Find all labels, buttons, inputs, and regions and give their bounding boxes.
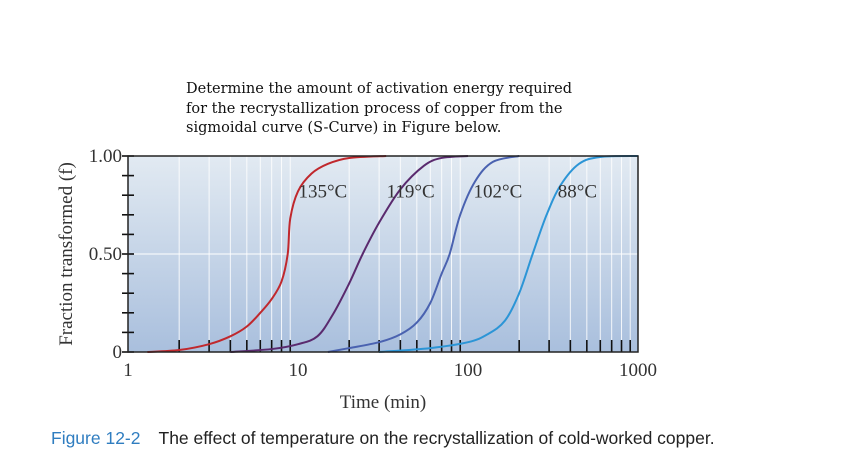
series-label: 119°C	[387, 181, 435, 202]
question-text: Determine the amount of activation energ…	[186, 80, 572, 139]
curve-119c	[230, 155, 469, 353]
x-tick-label: 10	[289, 360, 308, 381]
question-line: sigmoidal curve (S-Curve) in Figure belo…	[186, 120, 502, 136]
series-label: 135°C	[298, 181, 347, 202]
x-tick-label: 1	[123, 360, 133, 381]
x-tick-label: 1000	[619, 360, 657, 381]
curve-88c	[379, 155, 639, 353]
question-line: Determine the amount of activation energ…	[186, 81, 573, 97]
x-axis-label: Time (min)	[340, 392, 426, 413]
curve-135c	[147, 155, 387, 353]
x-tick-label: 100	[454, 360, 483, 381]
figure-number: Figure 12-2	[51, 428, 141, 448]
figure-caption: Figure 12-2 The effect of temperature on …	[51, 428, 715, 449]
plot-frame	[127, 155, 639, 353]
y-tick-label: 0	[113, 342, 123, 363]
y-tick-label: 1.00	[89, 146, 122, 167]
series-label: 88°C	[558, 181, 597, 202]
curve-102c	[327, 155, 520, 353]
caption-text: The effect of temperature on the recryst…	[158, 428, 715, 448]
y-axis-label: Fraction transformed (f)	[56, 162, 77, 346]
series-label: 102°C	[474, 181, 523, 202]
question-line: for the recrystallization process of cop…	[186, 100, 563, 117]
y-tick-label: 0.50	[89, 244, 122, 265]
